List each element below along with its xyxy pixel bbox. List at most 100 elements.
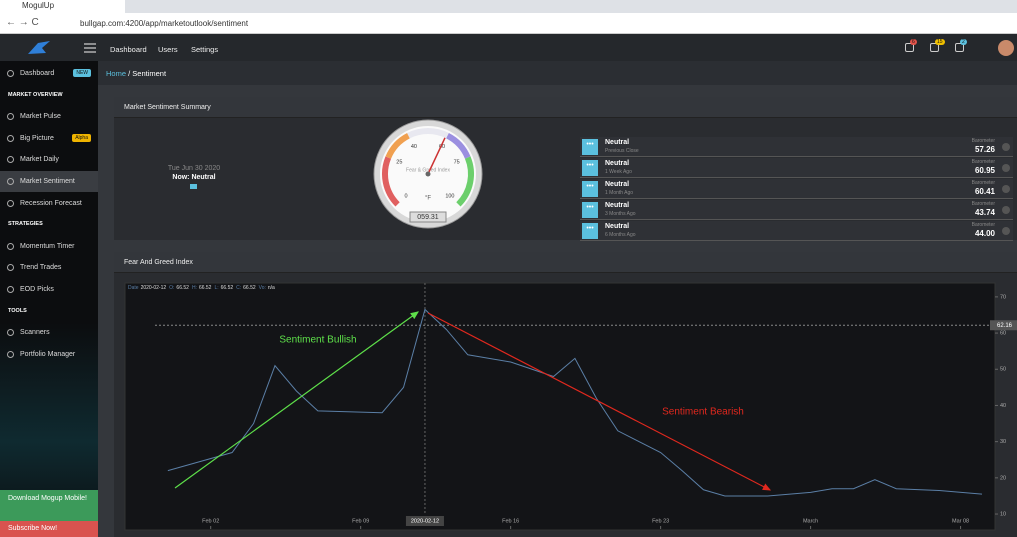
sidebar-item[interactable]: Big Picture Alpha xyxy=(0,128,98,149)
annotation-text: Sentiment Bullish xyxy=(279,335,356,346)
row-button[interactable]: ••• xyxy=(582,181,598,197)
row-value: 60.95 xyxy=(974,166,995,175)
annotation-arrow xyxy=(174,311,419,489)
sidebar-item[interactable]: Scanners xyxy=(0,322,98,343)
info-label: O: xyxy=(169,285,174,291)
sidebar-item[interactable]: EOD Picks xyxy=(0,279,98,300)
gauge-hub xyxy=(425,171,431,177)
summary-row: ••• Neutral 1 Month Ago Barometer 60.41 xyxy=(580,179,1013,199)
row-label: Neutral xyxy=(605,139,630,146)
row-info xyxy=(1002,206,1010,214)
gauge-unit: °F xyxy=(425,196,431,202)
y-tick-label: 10 xyxy=(1000,511,1006,517)
sidebar-cta[interactable]: Download Mogup Mobile! xyxy=(0,490,98,521)
crosshair-label: 2020-02-12 xyxy=(411,518,439,524)
logo[interactable] xyxy=(26,39,52,57)
breadcrumb-current: Sentiment xyxy=(132,69,167,78)
gauge-tick-label: 40 xyxy=(411,144,417,150)
info-value: 2020-02-12 xyxy=(141,285,167,291)
gauge-tick-label: 0 xyxy=(405,193,408,199)
item-icon xyxy=(7,242,14,250)
row-metric: Barometer xyxy=(971,222,995,228)
x-tick-label: March xyxy=(803,518,818,524)
row-button[interactable]: ••• xyxy=(582,160,598,176)
nav-link[interactable]: Settings xyxy=(191,45,219,54)
sidebar-item[interactable]: Market Pulse xyxy=(0,106,98,127)
header-icon[interactable] xyxy=(905,43,914,52)
gauge-band xyxy=(382,156,400,207)
item-icon xyxy=(7,264,14,272)
x-tick-label: Feb 02 xyxy=(202,518,219,524)
info-value: 66.52 xyxy=(243,285,256,291)
sidebar-section: STRATEGIES xyxy=(8,221,43,228)
app-header: Dashboard Users Settings 6 15 2 xyxy=(0,34,1017,61)
y-tick-label: 30 xyxy=(1000,439,1006,445)
row-period: 1 Month Ago xyxy=(605,190,634,196)
info-value: 66.52 xyxy=(176,285,189,291)
menu-toggle[interactable] xyxy=(84,43,96,53)
x-tick-label: Feb 16 xyxy=(502,518,519,524)
item-icon xyxy=(7,329,14,337)
summary-now: Now: Neutral xyxy=(172,174,216,181)
gauge-tick-label: 75 xyxy=(454,160,460,166)
sidebar-item[interactable]: Recession Forecast xyxy=(0,193,98,214)
row-info xyxy=(1002,185,1010,193)
summary-row: ••• Neutral 6 Months Ago Barometer 44.00 xyxy=(580,221,1013,241)
row-metric: Barometer xyxy=(971,138,995,144)
row-value: 57.26 xyxy=(974,145,995,154)
sidebar-cta[interactable]: Subscribe Now! xyxy=(0,521,98,537)
sidebar-section: MARKET OVERVIEW xyxy=(8,91,63,98)
row-metric: Barometer xyxy=(971,159,995,165)
summary-row: ••• Neutral 3 Months Ago Barometer 43.74 xyxy=(580,200,1013,220)
icon-badge: 6 xyxy=(910,39,917,45)
gauge-tick-label: 60 xyxy=(439,144,445,150)
y-tick-label: 20 xyxy=(1000,475,1006,481)
header-icon[interactable] xyxy=(930,43,939,52)
gauge-value: 059.31 xyxy=(417,214,439,221)
breadcrumb: Home / Sentiment xyxy=(98,61,1017,85)
row-period: 1 Week Ago xyxy=(605,169,632,175)
row-info xyxy=(1002,227,1010,235)
y-tick-label: 60 xyxy=(1000,331,1006,337)
row-label: Neutral xyxy=(605,223,630,230)
annotation-arrow xyxy=(427,312,772,491)
item-icon xyxy=(7,70,14,77)
tab-bar: MogulUp xyxy=(0,0,1017,13)
sidebar-item[interactable]: Market Daily xyxy=(0,149,98,170)
avatar[interactable] xyxy=(998,40,1014,56)
y-tick-label: 70 xyxy=(1000,294,1006,300)
url[interactable]: bullgap.com:4200/app/marketoutlook/senti… xyxy=(80,19,249,28)
info-value: 66.52 xyxy=(199,285,212,291)
info-value: n/a xyxy=(268,285,275,291)
breadcrumb-link[interactable]: Home xyxy=(106,69,127,78)
sidebar-item[interactable]: Portfolio Manager xyxy=(0,344,98,365)
summary-row: ••• Neutral Previous Close Barometer 57.26 xyxy=(580,137,1013,157)
row-label: Neutral xyxy=(605,181,630,188)
row-button[interactable]: ••• xyxy=(582,223,598,239)
row-button[interactable]: ••• xyxy=(582,202,598,218)
gauge-display xyxy=(409,211,447,223)
row-period: 3 Months Ago xyxy=(605,211,636,217)
item-icon xyxy=(7,178,14,185)
browser-tab[interactable]: MogulUp xyxy=(0,0,125,13)
item-icon xyxy=(7,350,14,358)
x-tick-label: Mar 08 xyxy=(952,518,969,524)
crosshair-box xyxy=(405,516,444,526)
sidebar-item[interactable]: Momentum Timer xyxy=(0,236,98,257)
breadcrumb-sep: / xyxy=(126,69,133,78)
header-icon[interactable] xyxy=(955,43,964,52)
row-metric: Barometer xyxy=(971,201,995,207)
item-icon xyxy=(7,134,14,142)
nav-arrows[interactable]: ← → C xyxy=(6,17,39,28)
row-button[interactable]: ••• xyxy=(582,139,598,155)
sidebar-item[interactable]: Trend Trades xyxy=(0,257,98,278)
info-label: Date xyxy=(128,285,139,291)
sidebar-item[interactable]: Dashboard NEW xyxy=(0,63,98,84)
nav-link[interactable]: Users xyxy=(158,45,178,54)
nav-link[interactable]: Dashboard xyxy=(110,45,147,54)
sidebar-item[interactable]: Market Sentiment xyxy=(0,171,98,192)
icon-badge: 2 xyxy=(960,39,967,45)
address-bar: ← → C bullgap.com:4200/app/marketoutlook… xyxy=(0,13,1017,34)
